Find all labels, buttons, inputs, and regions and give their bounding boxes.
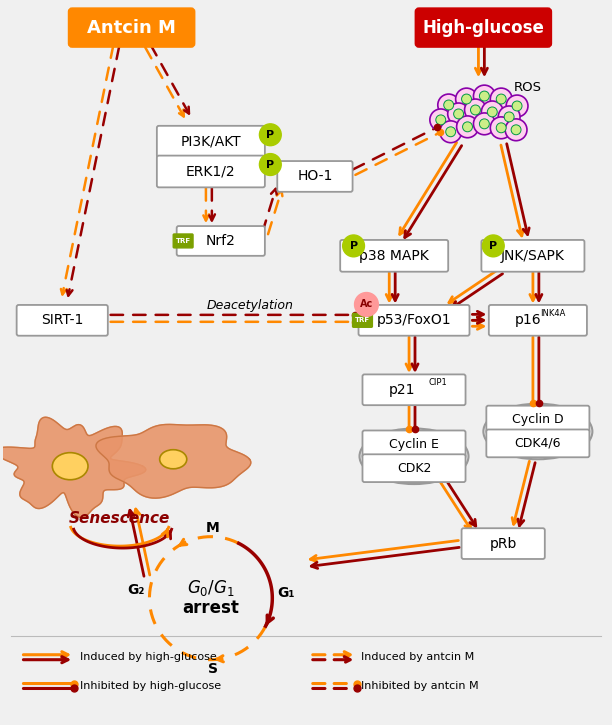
Circle shape (482, 235, 504, 257)
Circle shape (438, 94, 460, 116)
Circle shape (457, 116, 479, 138)
Circle shape (471, 105, 480, 115)
Circle shape (448, 103, 469, 125)
Circle shape (463, 122, 472, 132)
Text: Cyclin D: Cyclin D (512, 413, 564, 426)
Circle shape (455, 88, 477, 110)
FancyBboxPatch shape (489, 305, 587, 336)
Ellipse shape (160, 450, 187, 469)
Text: PI3K/AKT: PI3K/AKT (181, 135, 241, 149)
Circle shape (496, 94, 506, 104)
Text: p38 MAPK: p38 MAPK (359, 249, 429, 263)
Text: Deacetylation: Deacetylation (207, 299, 294, 312)
Text: HO-1: HO-1 (297, 170, 332, 183)
Text: Ac: Ac (360, 299, 373, 310)
Circle shape (511, 125, 521, 135)
Text: ROS: ROS (514, 80, 542, 94)
Text: arrest: arrest (182, 599, 239, 617)
FancyBboxPatch shape (487, 406, 589, 434)
Text: CDK4/6: CDK4/6 (515, 437, 561, 450)
Circle shape (436, 115, 446, 125)
Text: CDK2: CDK2 (397, 462, 431, 475)
Text: $G_0/G_1$: $G_0/G_1$ (187, 579, 234, 598)
Circle shape (461, 94, 471, 104)
Text: Nrf2: Nrf2 (206, 234, 236, 248)
FancyBboxPatch shape (362, 374, 466, 405)
FancyBboxPatch shape (69, 9, 194, 46)
FancyBboxPatch shape (17, 305, 108, 336)
Circle shape (474, 85, 495, 107)
Circle shape (512, 101, 522, 111)
FancyBboxPatch shape (482, 240, 584, 272)
Text: pRb: pRb (490, 536, 517, 550)
Circle shape (482, 101, 503, 123)
FancyBboxPatch shape (177, 226, 265, 256)
FancyBboxPatch shape (157, 156, 265, 187)
Circle shape (446, 127, 455, 137)
Circle shape (490, 117, 512, 138)
Circle shape (440, 121, 461, 143)
FancyBboxPatch shape (157, 126, 265, 157)
Text: p53/FoxO1: p53/FoxO1 (377, 313, 451, 327)
Text: M: M (206, 521, 220, 535)
FancyBboxPatch shape (340, 240, 448, 272)
Text: JNK/SAPK: JNK/SAPK (501, 249, 565, 263)
Polygon shape (96, 424, 251, 498)
Circle shape (487, 107, 497, 117)
Circle shape (354, 293, 378, 316)
Text: p16: p16 (515, 313, 541, 327)
Circle shape (479, 119, 490, 129)
FancyBboxPatch shape (353, 313, 372, 327)
Text: Antcin M: Antcin M (87, 19, 176, 36)
FancyBboxPatch shape (362, 455, 466, 482)
Circle shape (474, 113, 495, 135)
Text: G₁: G₁ (277, 587, 295, 600)
Text: S: S (208, 662, 218, 676)
Text: Senescence: Senescence (69, 511, 170, 526)
Ellipse shape (52, 452, 88, 480)
Text: P: P (489, 241, 498, 251)
Text: Induced by antcin M: Induced by antcin M (362, 652, 475, 662)
FancyBboxPatch shape (173, 234, 193, 248)
Circle shape (498, 106, 520, 128)
FancyBboxPatch shape (416, 9, 551, 46)
Circle shape (506, 95, 528, 117)
Text: Cyclin E: Cyclin E (389, 438, 439, 451)
Text: SIRT-1: SIRT-1 (41, 313, 83, 327)
Text: P: P (266, 160, 274, 170)
Text: Inhibited by high-glucose: Inhibited by high-glucose (80, 681, 221, 691)
Circle shape (465, 99, 487, 121)
Circle shape (343, 235, 365, 257)
Polygon shape (0, 417, 146, 518)
Text: TRF: TRF (176, 238, 191, 244)
Circle shape (259, 124, 282, 146)
Text: p21: p21 (389, 383, 416, 397)
Circle shape (490, 88, 512, 110)
Circle shape (505, 119, 527, 141)
Circle shape (504, 112, 514, 122)
Text: TRF: TRF (355, 318, 370, 323)
Circle shape (453, 109, 463, 119)
Text: CIP1: CIP1 (429, 378, 447, 387)
Text: ERK1/2: ERK1/2 (186, 165, 236, 178)
FancyBboxPatch shape (362, 431, 466, 458)
Circle shape (259, 154, 282, 175)
Text: P: P (349, 241, 357, 251)
FancyBboxPatch shape (487, 429, 589, 457)
FancyBboxPatch shape (277, 161, 353, 192)
FancyBboxPatch shape (461, 529, 545, 559)
Circle shape (444, 100, 453, 110)
Text: G₂: G₂ (127, 583, 144, 597)
Circle shape (430, 109, 452, 130)
Text: High-glucose: High-glucose (422, 19, 544, 36)
Circle shape (496, 123, 506, 133)
Text: Inhibited by antcin M: Inhibited by antcin M (362, 681, 479, 691)
Text: INK4A: INK4A (540, 309, 565, 318)
Text: Induced by high-glucose: Induced by high-glucose (80, 652, 217, 662)
Circle shape (479, 91, 490, 101)
FancyBboxPatch shape (359, 305, 469, 336)
Text: P: P (266, 130, 274, 140)
